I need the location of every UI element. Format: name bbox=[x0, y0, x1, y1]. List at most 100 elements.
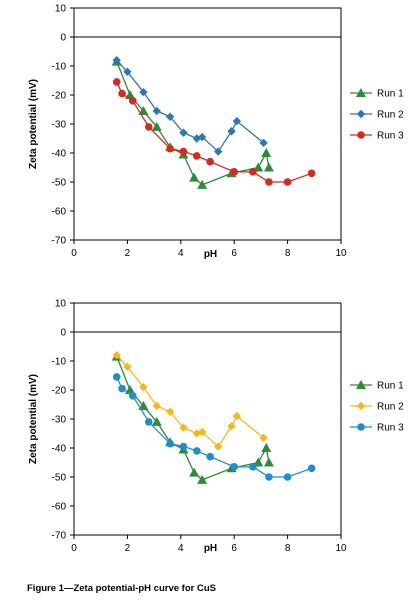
y-tick-label: -10 bbox=[52, 62, 67, 73]
y-tick-label: -50 bbox=[52, 178, 67, 189]
y-tick-label: 10 bbox=[55, 4, 67, 15]
data-point bbox=[230, 463, 238, 471]
data-point bbox=[213, 147, 223, 156]
data-point bbox=[179, 147, 188, 156]
data-point bbox=[166, 144, 174, 153]
y-tick-label: -50 bbox=[52, 473, 67, 484]
data-point bbox=[123, 362, 132, 371]
legend-marker bbox=[357, 423, 365, 431]
data-point bbox=[261, 443, 272, 452]
x-tick-label: 0 bbox=[71, 543, 77, 554]
data-point bbox=[197, 179, 208, 189]
series-run-2 bbox=[112, 351, 268, 451]
data-point bbox=[144, 418, 153, 426]
x-tick-label: 6 bbox=[231, 543, 237, 554]
data-point bbox=[283, 178, 292, 186]
legend-marker bbox=[356, 109, 366, 119]
data-point bbox=[259, 433, 268, 443]
data-point bbox=[112, 351, 121, 360]
data-point bbox=[197, 474, 208, 484]
y-tick-label: -20 bbox=[52, 386, 67, 397]
legend-entry: Run 3 bbox=[350, 131, 404, 142]
x-tick-label: 2 bbox=[125, 543, 131, 554]
data-point bbox=[112, 78, 121, 86]
legend-entry: Run 2 bbox=[350, 110, 404, 121]
legend-label: Run 1 bbox=[377, 381, 404, 392]
data-point bbox=[128, 97, 137, 105]
legend-marker bbox=[356, 401, 366, 411]
series-run-1 bbox=[111, 56, 274, 189]
data-point bbox=[307, 464, 316, 473]
data-point bbox=[151, 121, 162, 131]
data-point bbox=[112, 56, 121, 65]
x-tick-label: 4 bbox=[178, 543, 184, 554]
plot-frame bbox=[73, 7, 342, 241]
data-point bbox=[189, 172, 200, 182]
x-tick-label: 10 bbox=[335, 543, 347, 554]
y-tick-label: -40 bbox=[52, 444, 67, 455]
series-line bbox=[116, 81, 312, 183]
data-point bbox=[263, 162, 274, 172]
series-run-3 bbox=[112, 373, 316, 481]
y-tick-label: -60 bbox=[52, 502, 67, 513]
y-tick-label: -70 bbox=[52, 531, 67, 542]
data-point bbox=[179, 423, 188, 432]
series-run-1 bbox=[111, 351, 274, 484]
y-tick-label: 0 bbox=[60, 328, 66, 339]
data-point bbox=[213, 442, 223, 451]
series-run-2 bbox=[112, 56, 268, 156]
legend-label: Run 3 bbox=[377, 131, 404, 142]
data-point bbox=[139, 87, 148, 97]
x-tick-label: 6 bbox=[231, 248, 237, 259]
x-axis-title: pH bbox=[204, 249, 217, 260]
y-axis-title: Zeta potential (mV) bbox=[28, 374, 39, 464]
x-axis-title: pH bbox=[204, 543, 217, 554]
y-tick-label: -70 bbox=[52, 236, 67, 247]
data-point bbox=[139, 382, 148, 392]
legend-marker bbox=[357, 131, 365, 139]
series-line bbox=[116, 356, 270, 481]
chart-1: 10 0 -10 -20 -30 -40 -50 -60 -70 0 2 4 6 8 10 pH Zeta po… bbox=[28, 4, 404, 261]
x-tick-label: 10 bbox=[335, 248, 347, 259]
y-tick-label: -30 bbox=[52, 120, 67, 131]
legend-entry: Run 2 bbox=[350, 402, 404, 413]
y-tick-label: 10 bbox=[55, 299, 67, 310]
series-line bbox=[116, 61, 270, 186]
data-point bbox=[193, 152, 201, 160]
data-point bbox=[265, 473, 273, 481]
y-tick-label: -60 bbox=[52, 207, 67, 218]
data-point bbox=[227, 127, 236, 136]
data-point bbox=[227, 422, 236, 431]
data-point bbox=[179, 442, 188, 451]
y-tick-label: -10 bbox=[52, 357, 67, 368]
data-point bbox=[112, 373, 121, 381]
data-point bbox=[261, 148, 272, 157]
data-point bbox=[253, 162, 264, 172]
data-point bbox=[118, 384, 126, 393]
data-point bbox=[197, 132, 207, 142]
data-point bbox=[138, 400, 149, 410]
y-tick-label: -30 bbox=[52, 415, 67, 426]
legend-marker bbox=[356, 380, 366, 389]
legend-label: Run 2 bbox=[377, 110, 404, 121]
x-tick-label: 2 bbox=[125, 248, 131, 259]
data-point bbox=[197, 427, 207, 437]
data-point bbox=[118, 89, 126, 98]
x-tick-label: 8 bbox=[285, 248, 291, 259]
data-point bbox=[165, 112, 175, 121]
legend-marker bbox=[356, 88, 366, 97]
data-point bbox=[253, 457, 264, 467]
data-point bbox=[249, 168, 257, 176]
chart-2: 10 0 -10 -20 -30 -40 -50 -60 -70 0 2 4 6 8 10 pH Zeta po… bbox=[28, 299, 404, 555]
data-point bbox=[206, 452, 214, 461]
data-point bbox=[249, 463, 257, 471]
y-tick-label: -40 bbox=[52, 149, 67, 160]
data-point bbox=[152, 401, 161, 411]
figure-caption: Figure 1—Zeta potential-pH curve for CuS bbox=[27, 583, 216, 594]
legend-label: Run 1 bbox=[377, 89, 404, 100]
data-point bbox=[189, 467, 200, 477]
data-point bbox=[283, 473, 292, 481]
data-point bbox=[166, 439, 174, 448]
data-point bbox=[232, 116, 242, 126]
